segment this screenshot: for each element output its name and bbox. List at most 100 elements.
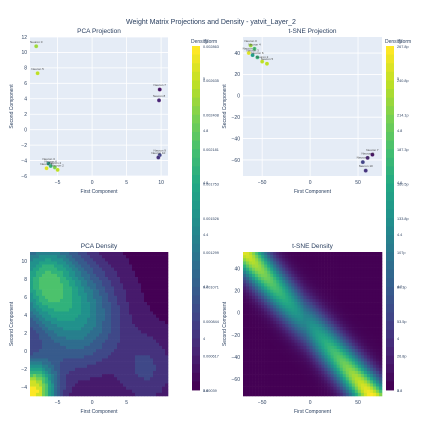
heatmap-cell [81,277,85,281]
heatmap-cell [330,305,334,309]
heatmap-cell [363,317,368,322]
heatmap-cell [57,286,61,290]
heatmap-cell [57,320,61,325]
heatmap-cell [66,333,70,337]
heatmap-cell [36,352,40,356]
heatmap-cell [69,295,73,300]
heatmap-cell [378,311,383,315]
heatmap-cell [165,317,169,322]
heatmap-cell [306,330,310,334]
heatmap-cell [129,280,133,284]
heatmap-cell [165,308,169,312]
heatmap-cell [324,314,328,319]
heatmap-cell [39,277,43,281]
heatmap-cell [105,302,109,306]
heatmap-cell [360,289,365,293]
heatmap-cell [267,339,271,344]
heatmap-cell [156,377,160,381]
heatmap-cell [309,270,313,275]
heatmap-cell [297,349,301,353]
heatmap-cell [39,392,43,397]
heatmap-cell [138,286,142,290]
heatmap-cell [117,317,121,322]
heatmap-cell [144,289,148,293]
heatmap-cell [90,305,94,309]
heatmap-cell [138,283,142,287]
heatmap-cell [246,361,250,365]
heatmap-cell [114,261,118,265]
heatmap-cell [33,386,37,391]
heatmap-cell [48,298,52,303]
heatmap-cell [81,314,85,319]
heatmap-cell [141,355,145,359]
heatmap-cell [138,270,142,275]
heatmap-cell [90,270,94,275]
heatmap-cell [303,308,307,312]
heatmap-cell [66,349,70,353]
heatmap-cell [42,314,46,319]
heatmap-cell [51,292,55,297]
heatmap-cell [252,258,256,262]
heatmap-cell [93,370,97,375]
heatmap-cell [84,380,88,384]
heatmap-cell [279,349,283,353]
heatmap-cell [150,324,154,328]
heatmap-cell [339,358,344,362]
heatmap-cell [375,311,380,315]
heatmap-cell [312,336,316,340]
colorbar-tick-label: 187.3p [397,148,409,152]
heatmap-cell [45,327,49,331]
heatmap-cell [159,308,163,312]
heatmap-cell [315,298,319,303]
heatmap-cell [45,386,49,391]
heatmap-cell [129,345,133,350]
heatmap-cell [48,367,52,372]
heatmap-cell [354,314,359,319]
heatmap-cell [342,374,347,378]
heatmap-cell [333,311,337,315]
heatmap-cell [297,383,301,387]
heatmap-cell [84,324,88,328]
heatmap-cell [357,380,362,384]
heatmap-cell [78,292,82,297]
heatmap-cell [39,339,43,344]
heatmap-cell [144,327,148,331]
heatmap-cell [156,333,160,337]
heatmap-cell [111,361,115,365]
heatmap-cell [90,355,94,359]
heatmap-cell [108,311,112,315]
heatmap-cell [378,314,383,319]
heatmap-cell [252,305,256,309]
heatmap-cell [129,383,133,387]
heatmap-cell [75,345,79,350]
heatmap-cell [93,305,97,309]
heatmap-cell [282,330,286,334]
heatmap-cell [327,320,331,325]
heatmap-cell [144,330,148,334]
colorbar-segment [386,347,394,356]
heatmap-cell [120,324,124,328]
heatmap-cell [153,342,157,347]
heatmap-cell [102,336,106,340]
heatmap-cell [321,339,325,344]
heatmap-cell [291,264,295,268]
heatmap-cell [348,364,353,369]
heatmap-cell [117,355,121,359]
heatmap-cell [120,361,124,365]
heatmap-cell [60,374,64,378]
heatmap-cell [120,252,124,256]
colorbar-segment [192,286,200,296]
heatmap-cell [252,320,256,325]
heatmap-cell [330,349,334,353]
heatmap-cell [111,261,115,265]
heatmap-cell [279,286,283,290]
heatmap-cell [351,252,356,256]
heatmap-cell [270,342,274,347]
heatmap-cell [309,289,313,293]
heatmap-cell [303,392,307,397]
heatmap-cell [117,295,121,300]
heatmap-cell [258,270,262,275]
heatmap-cell [69,280,73,284]
heatmap-cell [357,292,362,297]
heatmap-cell [96,270,100,275]
